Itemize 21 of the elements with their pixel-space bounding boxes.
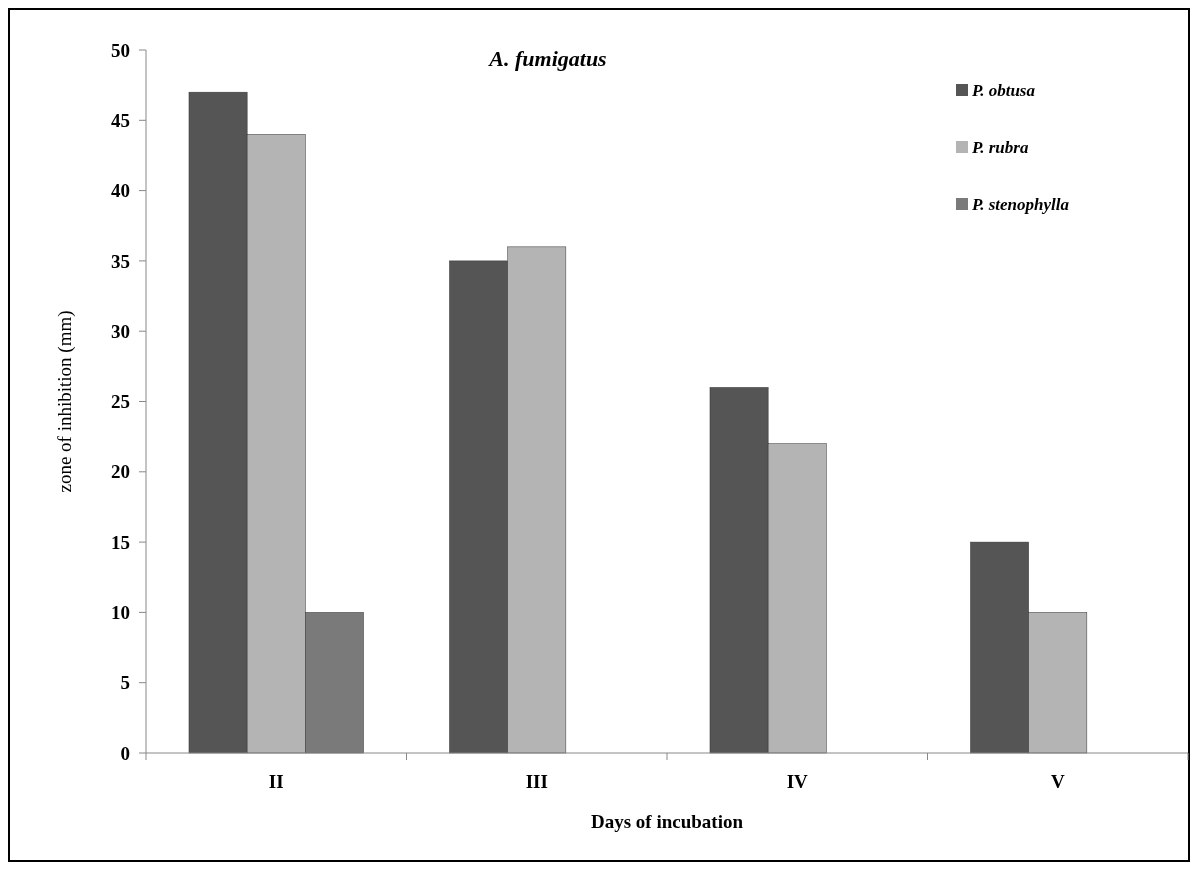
legend-label: P. obtusa xyxy=(971,80,1036,100)
y-tick-label: 25 xyxy=(111,391,130,413)
y-tick-label: 35 xyxy=(111,250,130,272)
y-axis-title: zone of inhibition (mm) xyxy=(54,310,76,493)
y-tick-label: 5 xyxy=(120,672,130,694)
legend-label: P. rubra xyxy=(971,137,1029,157)
x-tick-label: IV xyxy=(786,771,809,792)
legend-label: P. stenophylla xyxy=(971,194,1070,214)
x-tick-label: V xyxy=(1050,771,1065,792)
x-tick-label: II xyxy=(268,771,284,792)
chart-title: A. fumigatus xyxy=(487,46,607,71)
y-tick-label: 10 xyxy=(111,602,130,624)
x-axis-title: Days of incubation xyxy=(590,811,744,832)
x-tick-label: III xyxy=(525,771,548,792)
y-tick-label: 40 xyxy=(111,180,130,202)
y-tick-label: 0 xyxy=(120,742,130,764)
y-tick-label: 45 xyxy=(111,109,130,131)
y-tick-label: 20 xyxy=(111,461,130,483)
y-tick-label: 50 xyxy=(111,39,130,61)
y-tick-label: 15 xyxy=(111,531,130,553)
y-tick-label: 30 xyxy=(111,320,130,342)
